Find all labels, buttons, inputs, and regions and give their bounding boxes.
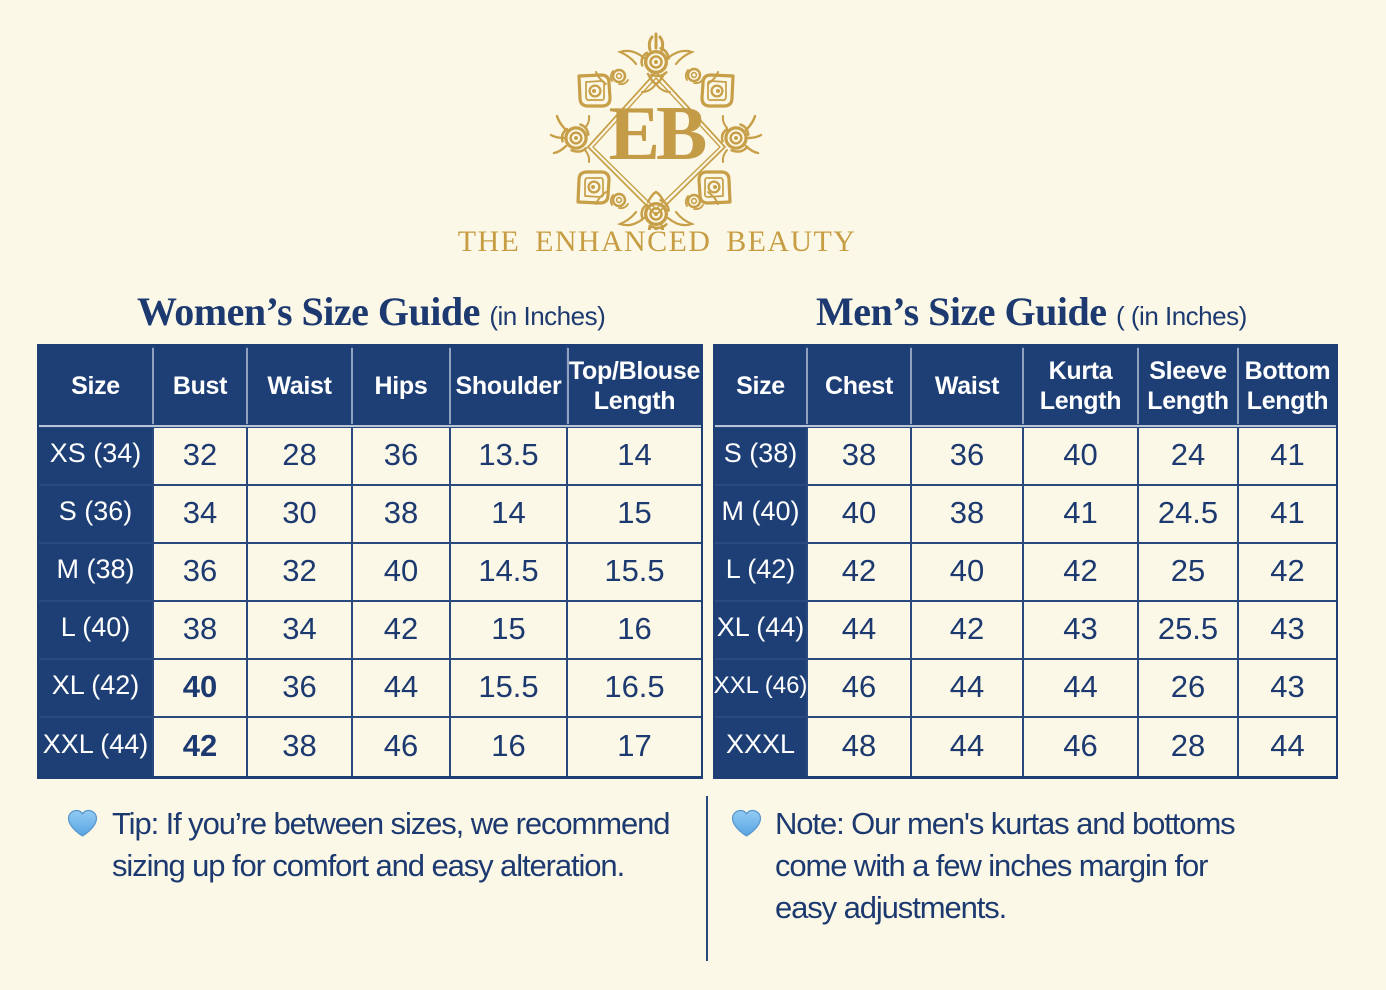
svg-text:EB: EB [609,90,706,176]
